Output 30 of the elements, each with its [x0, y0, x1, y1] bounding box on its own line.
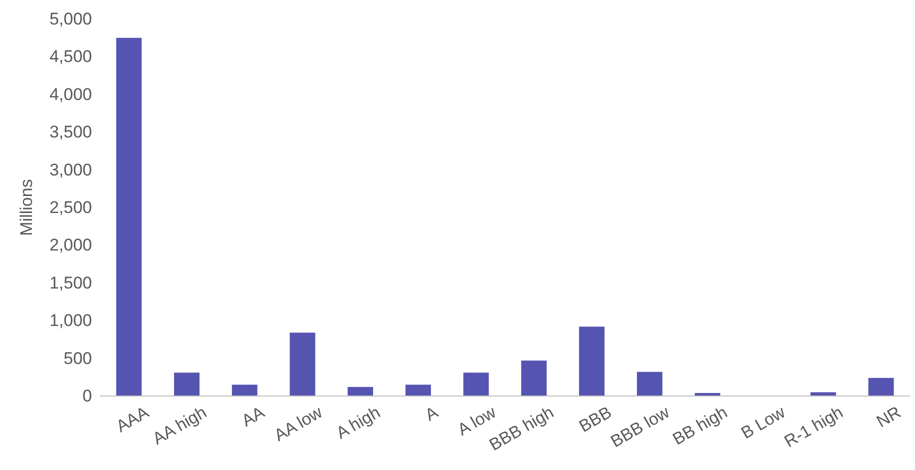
y-tick-label: 500 — [64, 348, 92, 368]
y-tick-label: 2,000 — [49, 236, 92, 255]
bar — [290, 332, 316, 396]
bar — [348, 386, 374, 396]
bar — [405, 384, 431, 396]
bar — [521, 360, 547, 396]
bar — [810, 392, 836, 396]
y-tick-label: 3,000 — [49, 160, 92, 180]
y-tick-label: 2,500 — [49, 198, 92, 217]
x-tick-label: NR — [873, 402, 904, 432]
y-tick-label: 4,000 — [49, 84, 92, 104]
x-tick-label: A high — [332, 402, 384, 443]
y-axis-title: Millions — [17, 179, 36, 236]
bar — [868, 378, 894, 396]
bar — [116, 38, 142, 396]
x-tick-label: AA — [238, 402, 268, 430]
y-tick-label: 5,000 — [49, 9, 92, 28]
bar — [232, 384, 258, 396]
bar — [579, 326, 605, 396]
y-tick-label: 1,000 — [49, 311, 92, 330]
bar — [174, 372, 200, 396]
y-tick-label: 4,500 — [49, 47, 92, 66]
bar — [463, 372, 489, 396]
bar — [636, 372, 662, 396]
x-tick-label: BB high — [669, 402, 731, 449]
y-tick-label: 1,500 — [49, 273, 92, 292]
x-tick-label: AA low — [271, 402, 326, 446]
y-tick-label: 0 — [82, 386, 92, 406]
x-tick-label: A — [422, 402, 442, 425]
y-tick-label: 3,500 — [49, 122, 92, 142]
